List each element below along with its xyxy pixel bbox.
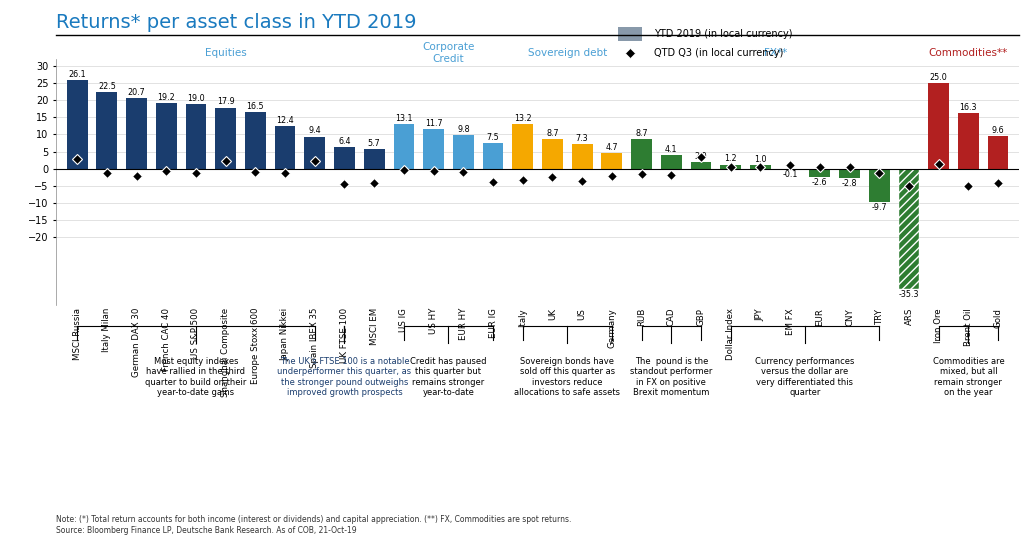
Text: 25.0: 25.0 [930,73,947,82]
Text: 4.1: 4.1 [665,145,678,153]
Bar [364,149,385,168]
Text: 12.4: 12.4 [276,116,294,125]
Text: Sovereign bonds have
sold off this quarter as
investors reduce
allocations to sa: Sovereign bonds have sold off this quart… [514,357,621,397]
Text: QTD Q3 (in local currency): QTD Q3 (in local currency) [654,48,783,58]
Text: 9.8: 9.8 [457,125,470,134]
Bar [245,112,266,168]
Text: Currency performances
versus the dollar are
very differentiated this
quarter: Currency performances versus the dollar … [756,357,855,397]
Text: The  pound is the
standout performer
in FX on positive
Brexit momentum: The pound is the standout performer in F… [630,357,713,397]
Bar [929,83,949,168]
Bar [660,154,682,168]
Text: 6.4: 6.4 [338,137,351,146]
Bar [423,129,444,168]
Text: 2.0: 2.0 [694,152,708,161]
Text: 11.7: 11.7 [425,119,442,127]
Text: 13.1: 13.1 [395,114,413,123]
Text: 19.0: 19.0 [187,94,205,103]
Bar [571,144,593,168]
Text: Commodities**: Commodities** [929,48,1008,58]
Bar [839,168,860,178]
Bar [958,113,979,168]
Text: 16.3: 16.3 [959,103,977,112]
Bar [126,98,146,168]
Text: 9.6: 9.6 [992,126,1005,135]
Bar [720,165,741,168]
Text: 20.7: 20.7 [128,88,145,97]
Text: 9.4: 9.4 [308,126,322,136]
Text: 8.7: 8.7 [635,129,648,138]
Text: 8.7: 8.7 [546,129,559,138]
Text: 1.0: 1.0 [754,155,767,164]
Bar [512,124,534,168]
Bar [453,135,474,168]
Text: 4.7: 4.7 [605,143,618,152]
Text: 17.9: 17.9 [217,98,234,106]
Bar [304,137,326,168]
Text: -2.6: -2.6 [812,179,827,187]
Text: 22.5: 22.5 [98,82,116,91]
Text: -2.8: -2.8 [842,179,857,188]
Text: FX**: FX** [764,48,786,58]
Text: 1.2: 1.2 [724,154,737,164]
Text: 13.2: 13.2 [514,113,531,123]
Bar [542,139,563,168]
Text: 7.3: 7.3 [575,134,589,143]
Bar [988,136,1009,168]
Text: Commodities are
mixed, but all
remain stronger
on the year: Commodities are mixed, but all remain st… [933,357,1005,397]
Bar [868,168,890,202]
Bar [96,92,117,168]
Bar [690,162,712,168]
Text: Most equity indexes
have rallied in the third
quarter to build on their
year-to-: Most equity indexes have rallied in the … [145,357,247,397]
Text: The UK’s FTSE 100 is a notable
underperformer this quarter, as
the stronger poun: The UK’s FTSE 100 is a notable underperf… [278,357,412,397]
Text: 19.2: 19.2 [158,93,175,102]
Text: 16.5: 16.5 [247,102,264,111]
Text: -9.7: -9.7 [871,202,887,212]
Text: Equities: Equities [205,48,247,58]
Text: 5.7: 5.7 [368,139,381,148]
Text: YTD 2019 (in local currency): YTD 2019 (in local currency) [654,29,793,39]
Bar [156,103,177,168]
Bar [618,27,642,41]
Bar [631,139,652,168]
Bar [393,124,415,168]
Text: Sovereign debt: Sovereign debt [527,48,607,58]
Bar [899,168,920,289]
Text: -0.1: -0.1 [782,170,798,179]
Bar [482,143,504,168]
Bar [809,168,830,178]
Bar [185,104,207,168]
Bar [67,79,87,168]
Text: -35.3: -35.3 [899,290,920,299]
Text: Corporate
Credit: Corporate Credit [422,42,475,64]
Bar [274,126,296,168]
Text: 7.5: 7.5 [486,133,500,142]
Text: Credit has paused
this quarter but
remains stronger
year-to-date: Credit has paused this quarter but remai… [411,357,486,397]
Bar [601,153,623,168]
Text: Note: (*) Total return accounts for both income (interest or dividends) and capi: Note: (*) Total return accounts for both… [56,515,571,535]
Text: Returns* per asset class in YTD 2019: Returns* per asset class in YTD 2019 [56,14,417,32]
Bar [334,147,355,168]
Bar [750,165,771,168]
Text: 26.1: 26.1 [69,70,86,78]
Bar [215,107,237,168]
